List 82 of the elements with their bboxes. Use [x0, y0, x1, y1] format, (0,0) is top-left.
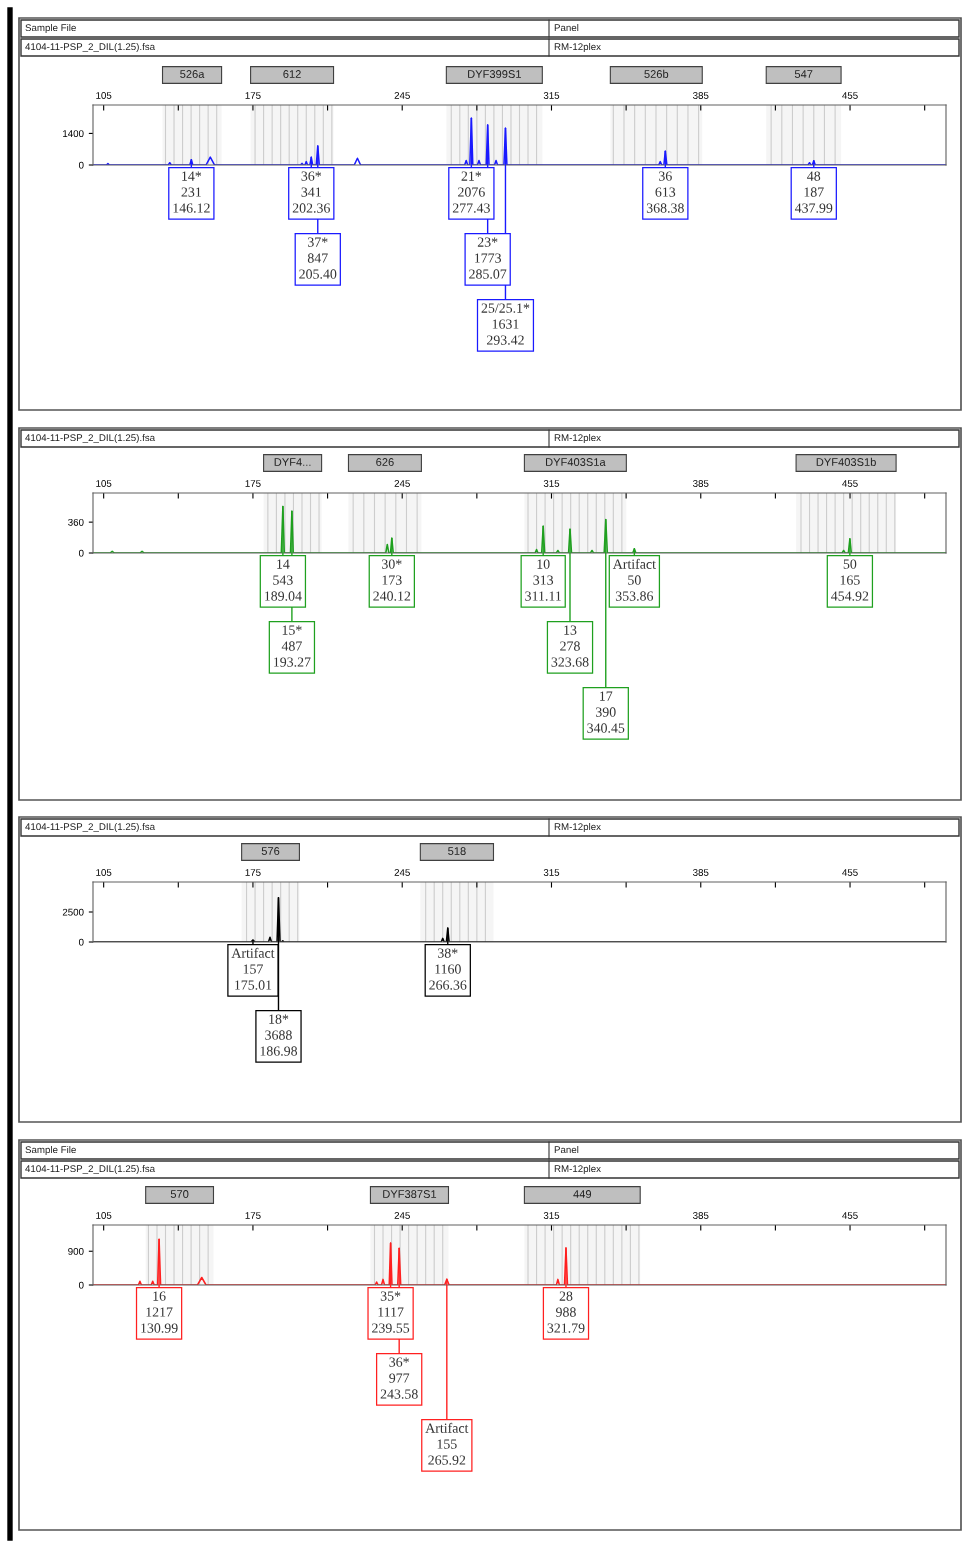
band-label: DYF399S1: [468, 70, 521, 78]
x-tick-label: 315: [543, 480, 560, 487]
annotation: 17 390 340.45: [587, 691, 625, 733]
x-tick-label: 385: [693, 1212, 709, 1219]
y-tick-label: 0: [78, 549, 84, 557]
band-label: 612: [283, 70, 301, 78]
annotation: 21* 2076 277.43: [452, 171, 490, 213]
annotation: Artifact 50 353.86: [612, 558, 656, 601]
x-tick-label: 245: [394, 869, 410, 876]
text: 4104-11-PSP_2_DIL(1.25).fsa: [25, 1164, 156, 1175]
x-tick-label: 455: [842, 1212, 858, 1219]
text: RM-12plex: [554, 822, 601, 833]
y-tick-label: 0: [78, 1281, 84, 1289]
annotation: 23* 1773 285.07: [469, 237, 507, 279]
text: Sample File: [25, 1145, 76, 1156]
band-label: DYF403S1b: [816, 457, 876, 466]
text: Panel: [554, 23, 579, 32]
x-tick-label: 315: [543, 869, 560, 876]
band-label: DYF387S1: [383, 1190, 437, 1198]
band-label: 449: [573, 1190, 592, 1198]
band-label: 526a: [180, 70, 205, 78]
annotation: 25/25.1* 1631 293.42: [481, 303, 530, 345]
band-label: DYF4...: [274, 458, 311, 466]
band-label: 526b: [644, 69, 669, 78]
y-tick-label: 2500: [62, 908, 84, 916]
annotation: 28 988 321.79: [547, 1291, 585, 1333]
x-tick-label: 245: [394, 480, 410, 487]
x-tick-label: 385: [693, 92, 709, 99]
annotation: 35* 1117 239.55: [372, 1291, 410, 1333]
annotation: 14* 231 146.12: [173, 171, 210, 213]
y-tick-label: 1400: [63, 130, 84, 138]
annotation: 15* 487 193.27: [274, 625, 311, 667]
text: RM-12plex: [554, 1164, 601, 1175]
y-tick-label: 0: [78, 938, 84, 946]
annotation: 36* 977 243.58: [380, 1357, 418, 1399]
x-tick-label: 455: [842, 92, 858, 99]
annotation: 36* 341 202.36: [292, 171, 330, 213]
band-label: 576: [261, 847, 280, 855]
annotation: 18* 3688 186.98: [260, 1014, 298, 1056]
text: 4104-11-PSP_2_DIL(1.25).fsa: [25, 822, 156, 833]
annotation: 14 543 189.04: [265, 559, 302, 601]
annotation: 38* 1160 266.36: [429, 948, 467, 990]
x-tick-label: 245: [394, 92, 410, 99]
band-label: 518: [448, 847, 466, 855]
annotation: 48 187 437.99: [794, 171, 833, 213]
x-tick-label: 455: [842, 480, 858, 487]
x-tick-label: 105: [96, 1212, 112, 1219]
annotation: 10 313 311.11: [525, 559, 561, 601]
band-label: 570: [170, 1190, 189, 1198]
text: 4104-11-PSP_2_DIL(1.25).fsa: [25, 42, 156, 53]
text: RM-12plex: [554, 42, 601, 53]
x-tick-label: 245: [394, 1212, 410, 1219]
x-tick-label: 175: [245, 480, 261, 487]
text: RM-12plex: [554, 433, 601, 444]
x-tick-label: 105: [96, 92, 112, 99]
text: Sample File: [25, 23, 76, 34]
x-tick-label: 385: [693, 480, 709, 487]
annotation: Artifact 155 265.92: [425, 1422, 469, 1465]
x-tick-label: 175: [245, 92, 261, 99]
text: Panel: [554, 1145, 579, 1154]
annotation: 16 1217 130.99: [141, 1291, 178, 1333]
x-tick-label: 175: [245, 1212, 261, 1219]
annotation: 50 165 454.92: [831, 559, 869, 601]
x-tick-label: 105: [96, 869, 112, 876]
annotation: 37* 847 205.40: [299, 237, 337, 279]
band-label: DYF403S1a: [546, 458, 606, 466]
y-tick-label: 0: [78, 161, 84, 169]
x-tick-label: 385: [693, 869, 709, 876]
band-label: 626: [376, 458, 394, 466]
y-tick-label: 900: [68, 1247, 84, 1255]
annotation: 30* 173 240.12: [373, 559, 411, 601]
x-tick-label: 315: [543, 92, 560, 99]
annotation: Artifact 157 175.01: [231, 947, 275, 990]
y-tick-label: 360: [68, 518, 84, 526]
annotation: 36 613 368.38: [646, 171, 684, 213]
annotation: 13 278 323.68: [551, 625, 589, 667]
x-tick-label: 455: [842, 869, 858, 876]
x-tick-label: 315: [543, 1212, 560, 1219]
text: 4104-11-PSP_2_DIL(1.25).fsa: [25, 433, 156, 444]
band-label: 547: [794, 70, 813, 78]
x-tick-label: 105: [96, 480, 112, 487]
x-tick-label: 175: [245, 869, 261, 876]
